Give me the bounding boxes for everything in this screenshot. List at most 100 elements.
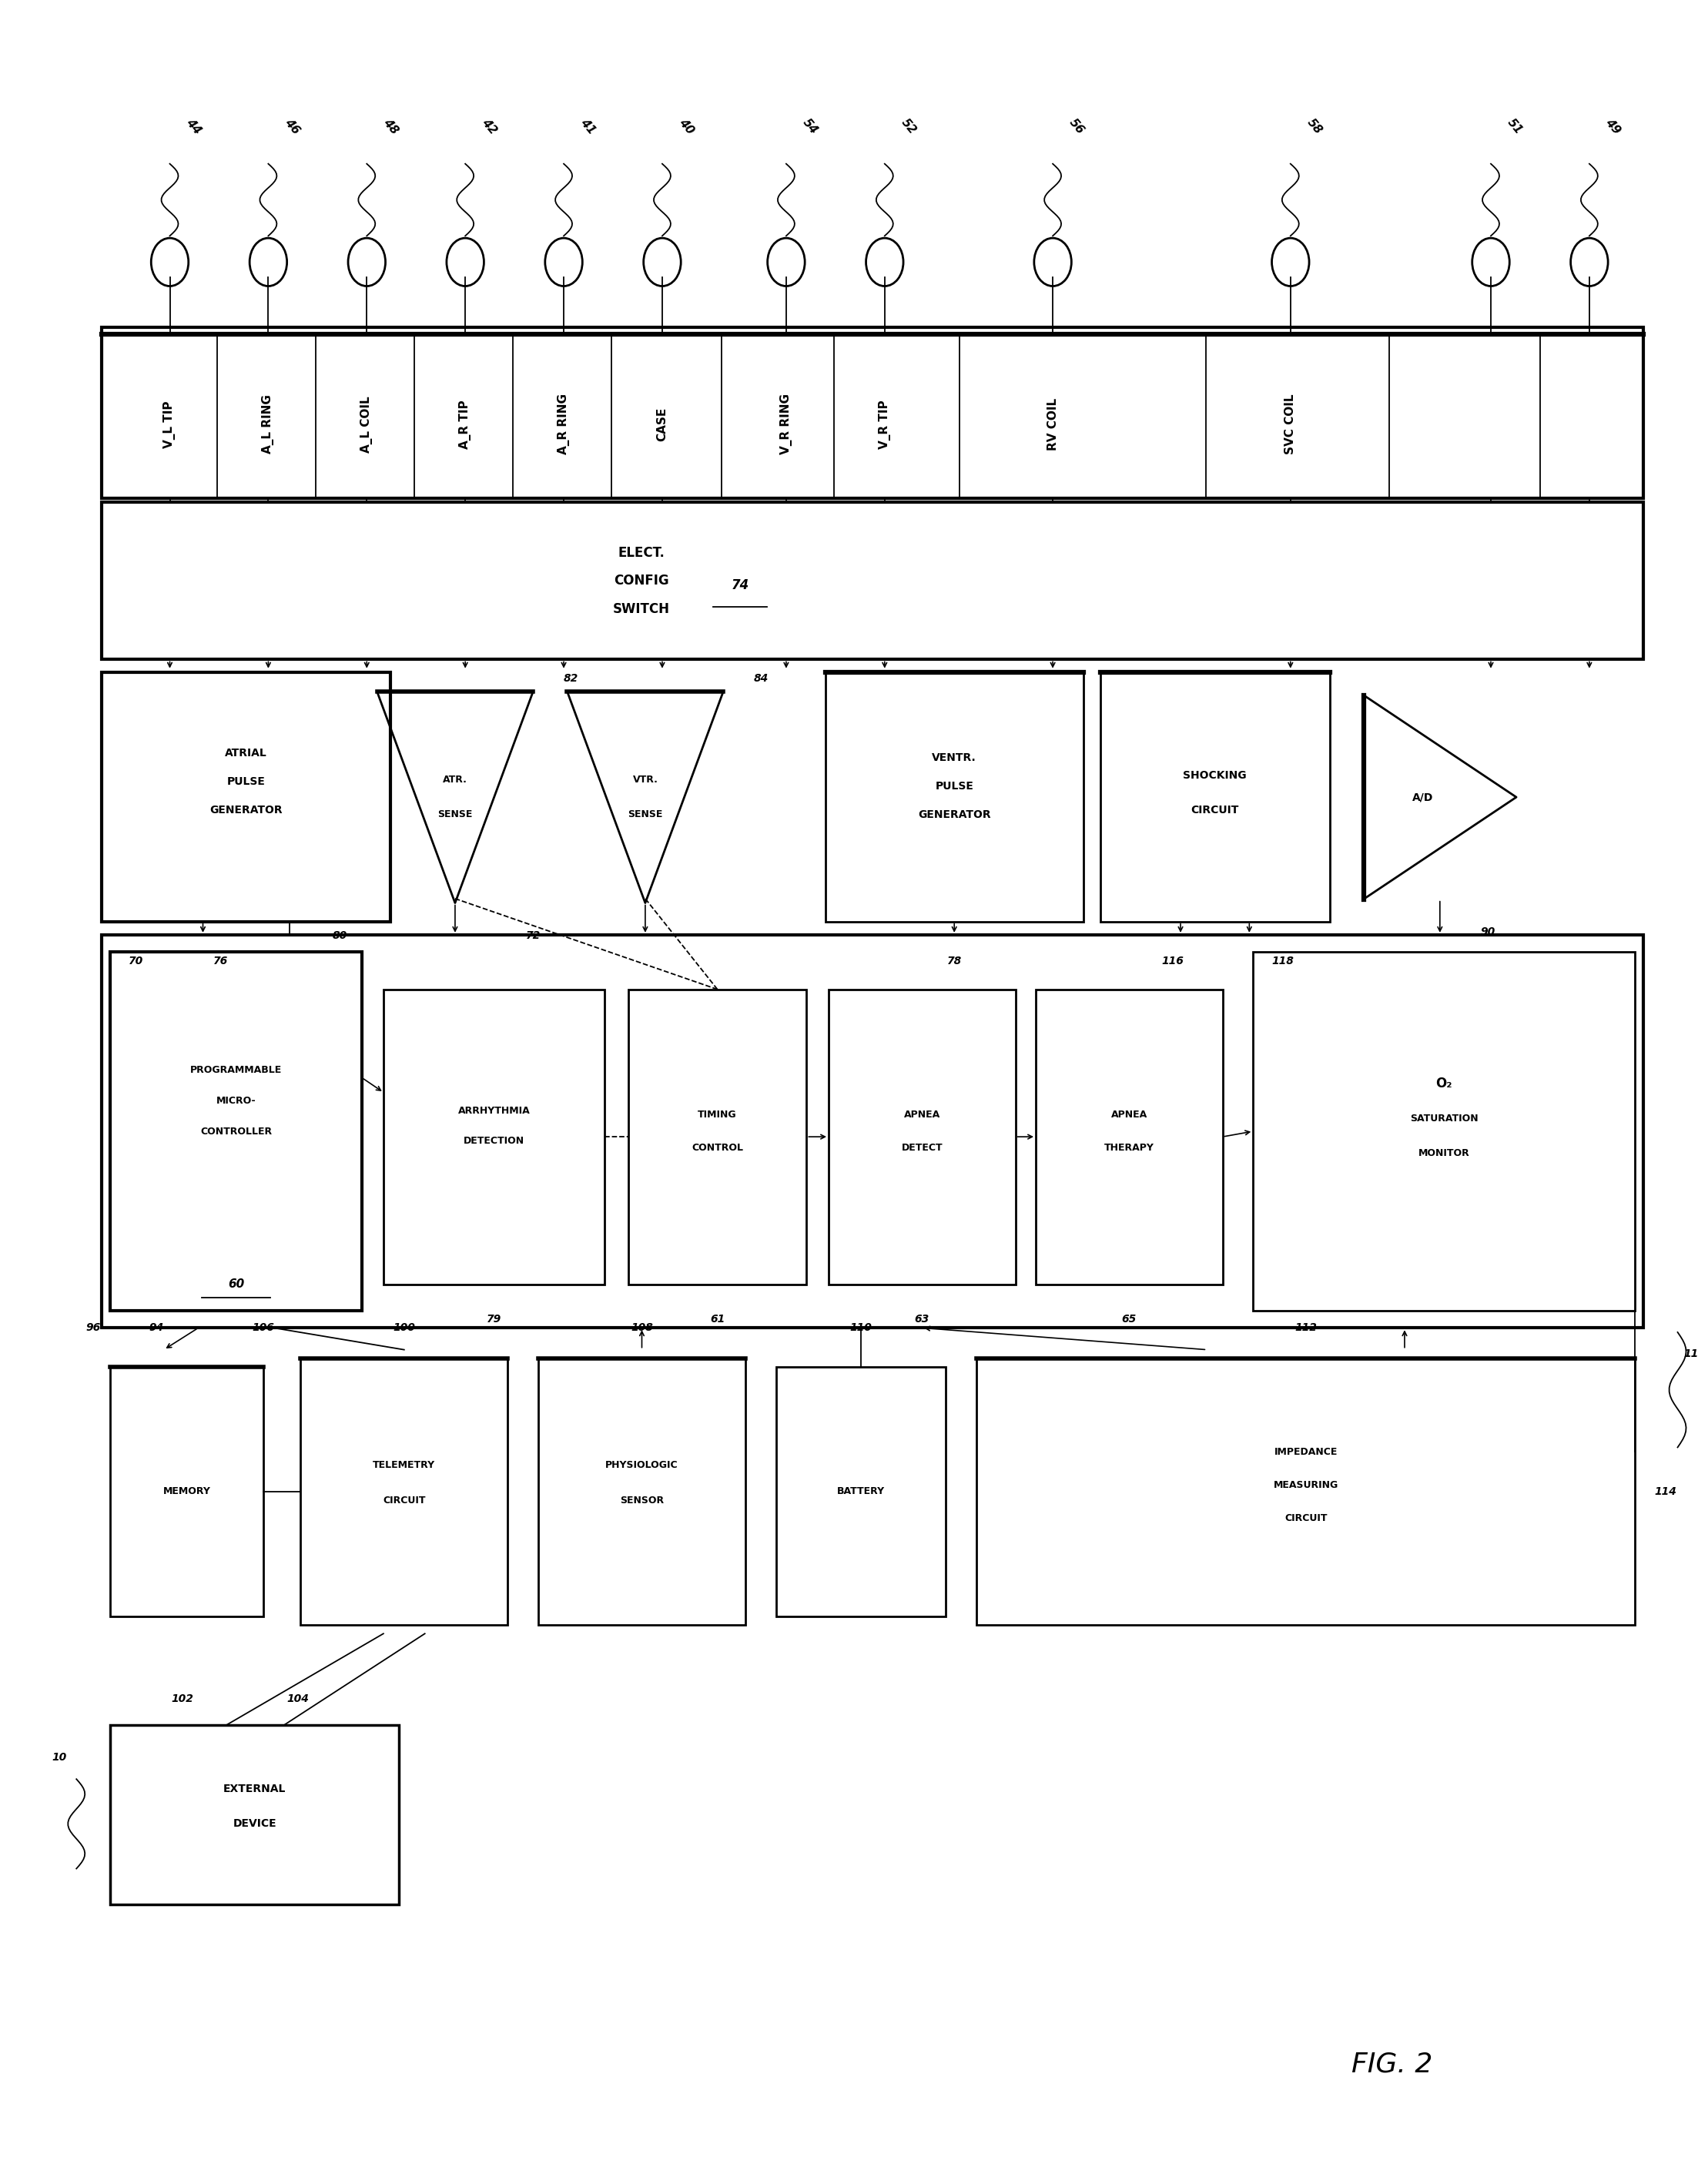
Text: A_R TIP: A_R TIP — [458, 400, 472, 448]
Text: SENSOR: SENSOR — [620, 1496, 664, 1505]
Text: 51: 51 — [1504, 116, 1525, 138]
Text: VTR.: VTR. — [633, 775, 657, 784]
Text: 110: 110 — [849, 1324, 873, 1332]
Text: CONTROL: CONTROL — [691, 1142, 744, 1153]
Bar — [110, 952, 362, 1310]
Text: SATURATION: SATURATION — [1409, 1114, 1479, 1123]
Text: 102: 102 — [171, 1695, 194, 1704]
Text: A_L RING: A_L RING — [261, 395, 275, 454]
Text: APNEA: APNEA — [903, 1109, 941, 1120]
Text: A/D: A/D — [1413, 793, 1433, 802]
Text: 94: 94 — [149, 1324, 163, 1332]
Text: 118: 118 — [1272, 957, 1294, 965]
Bar — [776, 1367, 946, 1616]
Text: DETECTION: DETECTION — [464, 1136, 525, 1147]
Bar — [384, 989, 604, 1284]
Text: CIRCUIT: CIRCUIT — [1190, 806, 1240, 815]
Text: VENTR.: VENTR. — [932, 753, 976, 762]
Text: 46: 46 — [282, 116, 302, 138]
Text: O₂: O₂ — [1437, 1077, 1452, 1090]
Bar — [102, 502, 1644, 660]
Text: V_L TIP: V_L TIP — [163, 400, 177, 448]
Text: MEMORY: MEMORY — [163, 1487, 211, 1496]
Bar — [102, 935, 1644, 1328]
Text: TIMING: TIMING — [698, 1109, 737, 1120]
Text: V_R RING: V_R RING — [779, 393, 793, 454]
Text: V_R TIP: V_R TIP — [878, 400, 891, 448]
Text: 74: 74 — [732, 579, 749, 592]
Text: 61: 61 — [710, 1315, 725, 1324]
Text: SHOCKING: SHOCKING — [1184, 771, 1246, 780]
Text: MEASURING: MEASURING — [1274, 1481, 1338, 1489]
Text: 63: 63 — [915, 1315, 929, 1324]
Text: ATRIAL: ATRIAL — [226, 749, 267, 758]
Text: 65: 65 — [1122, 1315, 1136, 1324]
Text: GENERATOR: GENERATOR — [919, 810, 990, 819]
Bar — [825, 673, 1083, 922]
Text: PROGRAMMABLE: PROGRAMMABLE — [190, 1066, 282, 1075]
Text: 70: 70 — [129, 957, 143, 965]
Bar — [301, 1358, 508, 1625]
Text: 104: 104 — [287, 1695, 309, 1704]
Bar — [1253, 952, 1635, 1310]
Text: A_R RING: A_R RING — [557, 393, 571, 454]
Text: 41: 41 — [577, 116, 598, 138]
Text: SVC COIL: SVC COIL — [1285, 393, 1296, 454]
Text: ARRHYTHMIA: ARRHYTHMIA — [458, 1105, 530, 1116]
Text: 114: 114 — [1683, 1350, 1698, 1358]
Text: 72: 72 — [526, 930, 540, 941]
Text: 80: 80 — [333, 930, 346, 941]
Text: 58: 58 — [1304, 116, 1324, 138]
Text: 84: 84 — [754, 673, 767, 684]
Text: PHYSIOLOGIC: PHYSIOLOGIC — [606, 1461, 678, 1470]
Text: 49: 49 — [1603, 116, 1623, 138]
Text: BATTERY: BATTERY — [837, 1487, 885, 1496]
Text: RV COIL: RV COIL — [1048, 397, 1058, 450]
Bar — [110, 1367, 263, 1616]
Text: FIG. 2: FIG. 2 — [1352, 2051, 1433, 2077]
Text: 40: 40 — [676, 116, 696, 138]
Text: PULSE: PULSE — [228, 778, 265, 786]
Text: 44: 44 — [183, 116, 204, 138]
Text: TELEMETRY: TELEMETRY — [374, 1461, 435, 1470]
Text: 90: 90 — [1481, 926, 1494, 937]
Text: 54: 54 — [800, 116, 820, 138]
Text: 76: 76 — [214, 957, 228, 965]
Text: 60: 60 — [228, 1278, 245, 1291]
Text: THERAPY: THERAPY — [1104, 1142, 1155, 1153]
Text: SWITCH: SWITCH — [613, 603, 671, 616]
Text: GENERATOR: GENERATOR — [211, 806, 282, 815]
Text: 116: 116 — [1161, 957, 1184, 965]
Text: 48: 48 — [380, 116, 401, 138]
Text: 96: 96 — [87, 1324, 100, 1332]
Text: DETECT: DETECT — [902, 1142, 942, 1153]
Bar — [829, 989, 1015, 1284]
Text: MICRO-: MICRO- — [216, 1096, 256, 1105]
Text: IMPEDANCE: IMPEDANCE — [1274, 1448, 1338, 1457]
Text: SENSE: SENSE — [628, 810, 662, 819]
Text: CONFIG: CONFIG — [615, 574, 669, 587]
Text: CIRCUIT: CIRCUIT — [1284, 1514, 1328, 1522]
Text: 56: 56 — [1066, 116, 1087, 138]
Bar — [1036, 989, 1223, 1284]
Text: ELECT.: ELECT. — [618, 546, 666, 559]
Text: EXTERNAL: EXTERNAL — [224, 1784, 285, 1793]
Text: APNEA: APNEA — [1110, 1109, 1148, 1120]
Bar — [1100, 673, 1330, 922]
Bar — [102, 673, 391, 922]
Text: DEVICE: DEVICE — [233, 1819, 277, 1828]
Bar — [110, 1725, 399, 1904]
Text: A_L COIL: A_L COIL — [360, 395, 374, 452]
Text: 78: 78 — [947, 957, 961, 965]
Text: 108: 108 — [630, 1324, 654, 1332]
Bar — [102, 328, 1644, 498]
Text: 42: 42 — [479, 116, 499, 138]
Bar — [976, 1358, 1635, 1625]
Bar — [538, 1358, 745, 1625]
Text: 82: 82 — [564, 673, 577, 684]
Text: 79: 79 — [487, 1315, 501, 1324]
Text: 52: 52 — [898, 116, 919, 138]
Text: CASE: CASE — [657, 406, 667, 441]
Text: 106: 106 — [251, 1324, 275, 1332]
Text: 10: 10 — [53, 1752, 66, 1762]
